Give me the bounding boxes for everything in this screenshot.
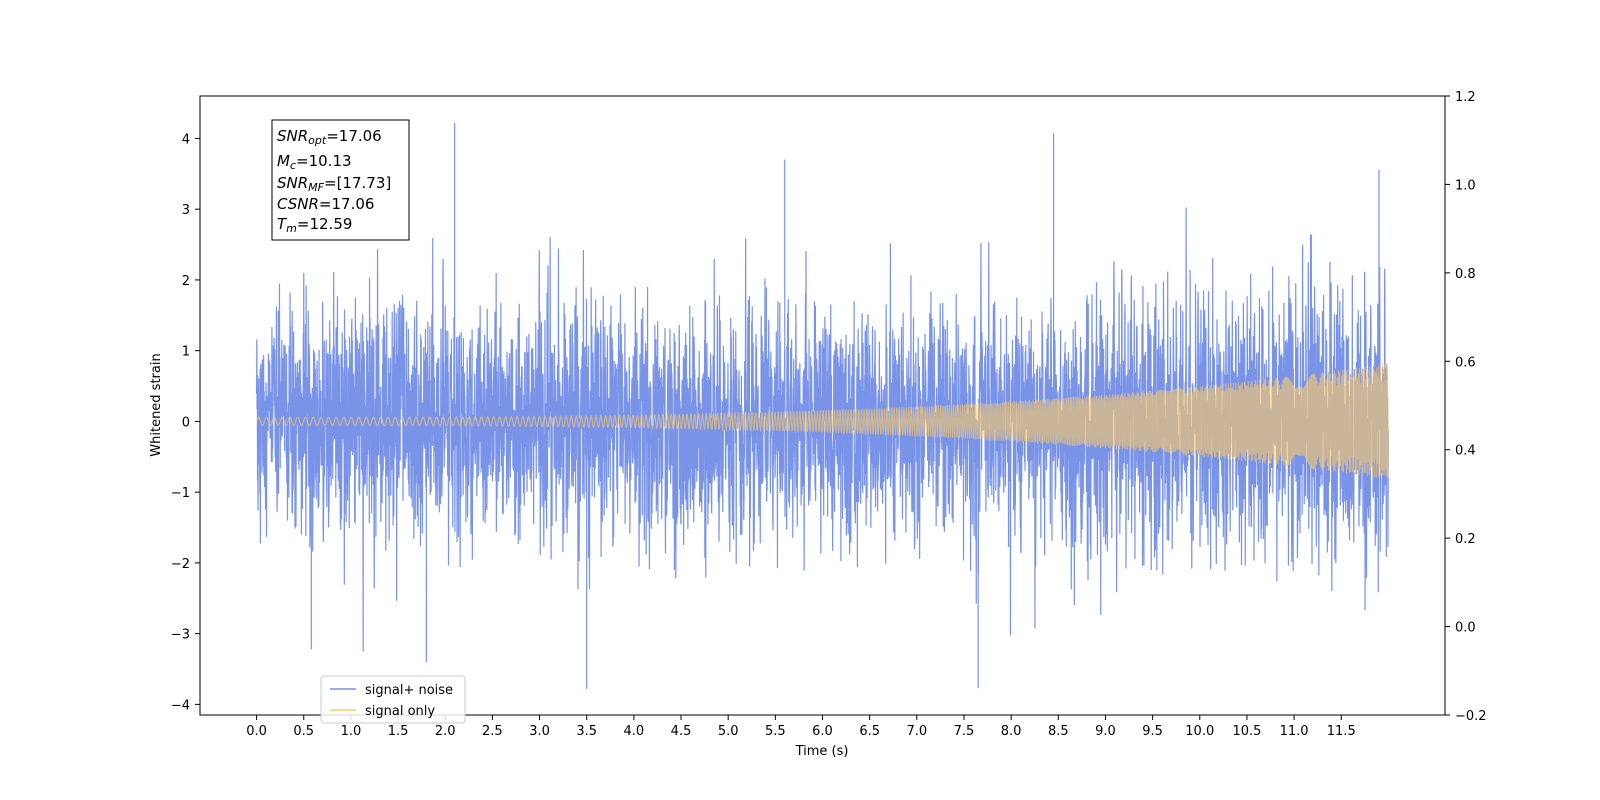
x-tick-label: 2.5 <box>482 724 503 739</box>
y-tick-label: −3 <box>171 628 190 643</box>
x-tick-label: 1.0 <box>341 724 362 739</box>
y2-tick-label: 0.2 <box>1455 532 1476 547</box>
legend: signal+ noise signal only <box>320 675 466 724</box>
annotation-value: =[17.73] <box>324 174 391 192</box>
x-axis-label: Time (s) <box>795 744 849 759</box>
y2-tick-label: 1.0 <box>1455 178 1476 193</box>
x-tick-label: 11.5 <box>1327 724 1356 739</box>
annotation-value: =10.13 <box>296 152 352 170</box>
y2-tick-label: −0.2 <box>1455 709 1487 724</box>
y2-tick-label: 0.4 <box>1455 444 1476 459</box>
x-axis: 0.0 0.5 1.0 1.5 2.0 2.5 3.0 3.5 4.0 4.5 5.0 5.5 6.0 6… <box>246 715 1356 739</box>
x-tick-label: 9.5 <box>1142 724 1163 739</box>
series-signal-plus-noise-line <box>255 122 1390 689</box>
x-tick-label: 0.0 <box>246 724 267 739</box>
x-tick-label: 7.0 <box>906 724 927 739</box>
x-tick-label: 11.0 <box>1280 724 1309 739</box>
x-tick-label: 3.5 <box>576 724 597 739</box>
stats-annotation-box: SNRopt=17.06Mc=10.13SNRMF=[17.73]CSNR=17… <box>271 119 410 241</box>
y2-tick-label: 1.2 <box>1455 90 1476 105</box>
x-tick-label: 5.5 <box>765 724 786 739</box>
annotation-symbol: SNR <box>277 174 308 192</box>
x-tick-label: 9.0 <box>1095 724 1116 739</box>
y-axis-left: −4 −3 −2 −1 0 1 2 3 4 <box>171 132 200 713</box>
annotation-subscript: m <box>286 222 297 235</box>
x-tick-label: 6.5 <box>859 724 880 739</box>
x-tick-label: 10.5 <box>1232 724 1261 739</box>
annotation-value: =17.06 <box>319 195 375 213</box>
x-tick-label: 5.0 <box>718 724 739 739</box>
series-signal-only-line <box>256 364 1390 478</box>
annotation-frame <box>271 119 410 241</box>
x-tick-label: 7.5 <box>954 724 975 739</box>
y-tick-label: 4 <box>182 132 190 147</box>
x-tick-label: 2.0 <box>435 724 456 739</box>
annotation-value: =17.06 <box>326 127 382 145</box>
annotation-subscript: MF <box>308 181 324 194</box>
y-axis-label: Whitened strain <box>149 353 164 456</box>
annotation-symbol: SNR <box>277 127 308 145</box>
x-tick-label: 3.0 <box>529 724 550 739</box>
y-tick-label: −1 <box>171 486 190 501</box>
x-tick-label: 6.0 <box>812 724 833 739</box>
x-tick-label: 1.5 <box>388 724 409 739</box>
x-tick-label: 8.0 <box>1001 724 1022 739</box>
annotation-subscript: opt <box>308 134 327 147</box>
y-tick-label: −4 <box>171 698 190 713</box>
series-layer <box>255 122 1390 689</box>
x-tick-label: 8.5 <box>1048 724 1069 739</box>
y2-tick-label: 0.6 <box>1455 355 1476 370</box>
y-tick-label: 1 <box>182 345 190 360</box>
annotation-symbol: CSNR <box>277 195 319 213</box>
y-tick-label: 3 <box>182 203 190 218</box>
y-tick-label: −2 <box>171 557 190 572</box>
x-tick-label: 4.0 <box>624 724 645 739</box>
annotation-line: CSNR=17.06 <box>277 195 374 213</box>
annotation-symbol: M <box>277 152 290 170</box>
annotation-value: =12.59 <box>297 215 353 233</box>
annotation-symbol: T <box>277 215 288 233</box>
y2-tick-label: 0.0 <box>1455 621 1476 636</box>
y-axis-right: −0.2 0.0 0.2 0.4 0.6 0.8 1.0 1.2 <box>1445 90 1487 724</box>
y-tick-label: 0 <box>182 415 190 430</box>
y2-tick-label: 0.8 <box>1455 267 1476 282</box>
legend-label: signal+ noise <box>365 683 453 698</box>
x-tick-label: 10.0 <box>1185 724 1214 739</box>
annotation-line: Tm=12.59 <box>277 215 352 235</box>
annotation-line: SNRMF=[17.73] <box>277 174 391 194</box>
annotation-line: SNRopt=17.06 <box>277 127 382 147</box>
x-tick-label: 0.5 <box>293 724 314 739</box>
legend-label: signal only <box>365 704 435 719</box>
annotation-line: Mc=10.13 <box>277 152 352 172</box>
x-tick-label: 4.5 <box>671 724 692 739</box>
annotation-subscript: c <box>290 159 296 172</box>
y-tick-label: 2 <box>182 274 190 289</box>
legend-frame <box>320 675 466 724</box>
